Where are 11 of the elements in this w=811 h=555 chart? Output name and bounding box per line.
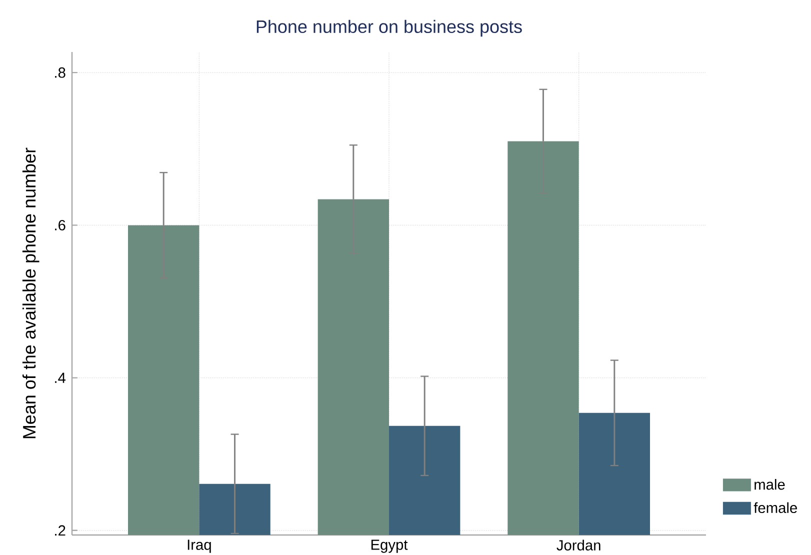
y-tick-label: .6 — [55, 220, 66, 230]
y-tick-label: .4 — [55, 372, 66, 383]
legend-label: female — [754, 502, 797, 514]
y-axis-title: Mean of the available phone number — [22, 148, 40, 438]
x-tick-label: Jordan — [556, 540, 600, 550]
y-tick-label: .8 — [55, 67, 66, 78]
x-tick-label: Egypt — [371, 540, 408, 553]
x-tick-label: Iraq — [188, 540, 211, 553]
chart-title: Phone number on business posts — [256, 20, 522, 37]
legend-label: male — [754, 478, 785, 490]
y-tick-label: .2 — [55, 525, 66, 536]
